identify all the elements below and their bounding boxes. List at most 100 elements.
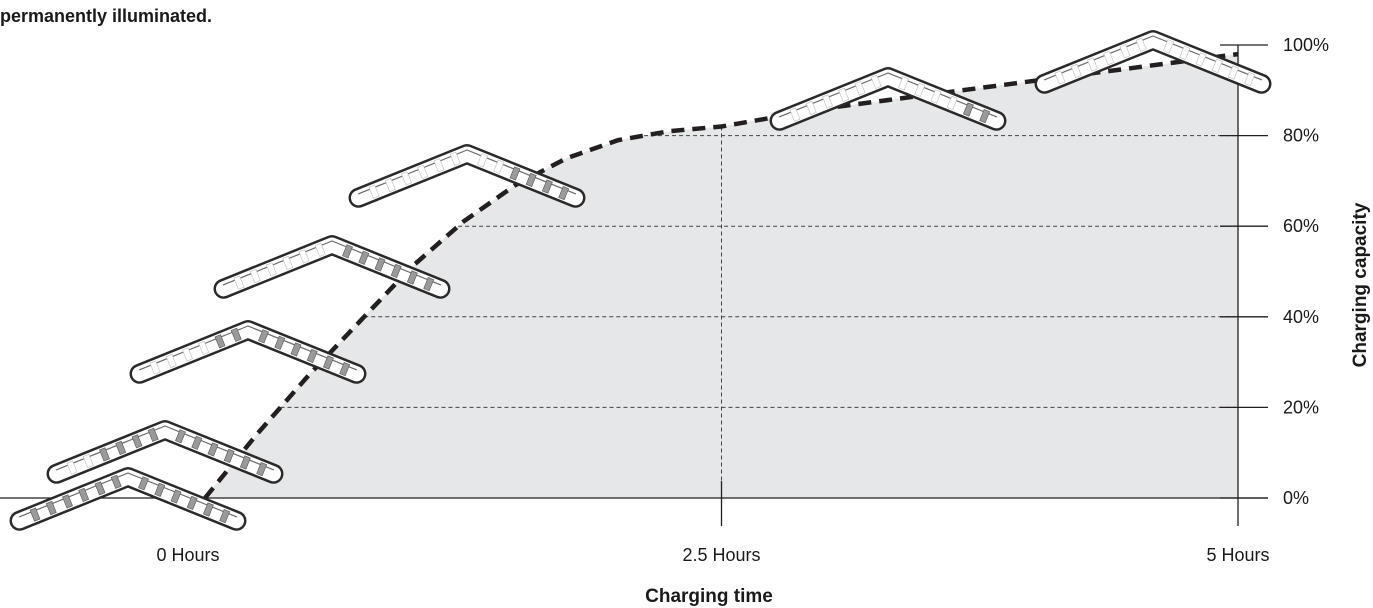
indicator-inner-line (18, 472, 238, 518)
indicator-segment (898, 76, 909, 91)
indicator-segment (1227, 65, 1239, 80)
indicator-segment (433, 158, 445, 173)
indicator-segment (266, 262, 277, 277)
indicator-segment (239, 455, 251, 470)
indicator-segment (789, 107, 801, 122)
battery-indicator-1 (46, 420, 284, 484)
indicator-segment (62, 494, 73, 509)
indicator-segment (1135, 37, 1147, 52)
indicator-segment (368, 184, 380, 199)
y-tick-label-0: 0% (1283, 488, 1309, 508)
indicator-segment (1163, 39, 1174, 54)
indicator-segment (78, 487, 90, 502)
indicator-segment (1211, 58, 1223, 73)
indicator-body (49, 422, 281, 482)
indicator-segment (406, 270, 418, 285)
indicator-segment (962, 102, 974, 117)
indicator-segment (131, 434, 143, 449)
indicator-segment (854, 81, 866, 96)
indicator-inner-line (138, 325, 358, 371)
indicator-segment (290, 342, 302, 357)
battery-indicator-0 (9, 467, 247, 531)
indicator-segment (822, 94, 833, 109)
x-axis-title: Charging time (645, 586, 773, 607)
indicator-segment (82, 453, 94, 469)
indicator-segment (1119, 44, 1131, 59)
indicator-segment (339, 362, 351, 377)
indicator-segment (384, 177, 396, 193)
battery-indicator-layer (9, 30, 1272, 531)
indicator-segment (29, 507, 41, 522)
indicator-segment (249, 268, 261, 284)
indicator-segment (1195, 52, 1207, 67)
indicator-segment (401, 171, 412, 186)
indicator-segment (342, 244, 353, 259)
indicator-segment (233, 275, 245, 290)
indicator-segment (186, 495, 198, 510)
indicator-segment (110, 474, 122, 489)
indicator-segment (417, 164, 429, 179)
indicator-segment (1070, 63, 1082, 79)
indicator-segment (282, 255, 294, 270)
indicator-body (12, 469, 244, 529)
indicator-segment (805, 100, 817, 116)
indicator-segment (1054, 70, 1066, 85)
indicator-segment (66, 460, 78, 475)
x-tick-label-1: 2.5 Hours (682, 545, 760, 565)
caption-text: permanently illuminated. (0, 6, 213, 26)
indicator-segment (138, 476, 149, 491)
indicator-segment (930, 89, 942, 104)
indicator-segment (914, 82, 926, 97)
indicator-segment (182, 347, 193, 362)
indicator-segment (558, 186, 570, 201)
indicator-inner-line (357, 149, 577, 195)
indicator-segment (214, 334, 226, 349)
indicator-body (216, 237, 448, 297)
indicator-segment (99, 447, 110, 462)
indicator-inner-line (222, 240, 442, 286)
indicator-segment (230, 327, 242, 342)
indicator-segment (1087, 57, 1098, 72)
y-tick-label-100: 100% (1283, 35, 1329, 55)
indicator-body (1037, 32, 1269, 92)
indicator-segment (219, 509, 231, 524)
indicator-segment (147, 427, 159, 442)
indicator-segment (390, 263, 402, 278)
indicator-segment (207, 442, 219, 457)
indicator-inner-line (778, 72, 998, 118)
y-tick-label-60: 60% (1283, 216, 1319, 236)
indicator-segment (258, 329, 269, 344)
indicator-segment (541, 179, 553, 194)
y-tick-label-20: 20% (1283, 397, 1319, 417)
y-tick-label-40: 40% (1283, 307, 1319, 327)
indicator-segment (838, 87, 850, 102)
battery-indicator-2 (129, 320, 367, 384)
indicator-inner-line (1043, 35, 1263, 81)
x-tick-label-2: 5 Hours (1206, 545, 1269, 565)
indicator-segment (1103, 50, 1115, 65)
battery-indicator-5 (769, 67, 1007, 131)
indicator-segment (449, 151, 461, 166)
indicator-segment (374, 257, 386, 272)
indicator-segment (223, 448, 235, 463)
indicator-segment (493, 159, 505, 174)
indicator-segment (115, 440, 127, 455)
indicator-inner-line (55, 425, 275, 471)
indicator-segment (322, 355, 334, 370)
indicator-segment (149, 360, 161, 375)
battery-indicator-6 (1034, 30, 1272, 94)
indicator-segment (274, 335, 286, 350)
indicator-segment (870, 74, 882, 89)
indicator-body (772, 69, 1004, 129)
indicator-segment (477, 153, 488, 168)
indicator-segment (256, 462, 268, 477)
indicator-segment (45, 500, 57, 516)
indicator-segment (165, 353, 177, 369)
grid-layer (280, 126, 1238, 498)
y-axis-title: Charging capacity (1350, 202, 1371, 367)
indicator-body (351, 146, 583, 206)
indicator-segment (509, 166, 521, 181)
indicator-segment (94, 481, 106, 496)
series-line-layer (203, 51, 1239, 500)
